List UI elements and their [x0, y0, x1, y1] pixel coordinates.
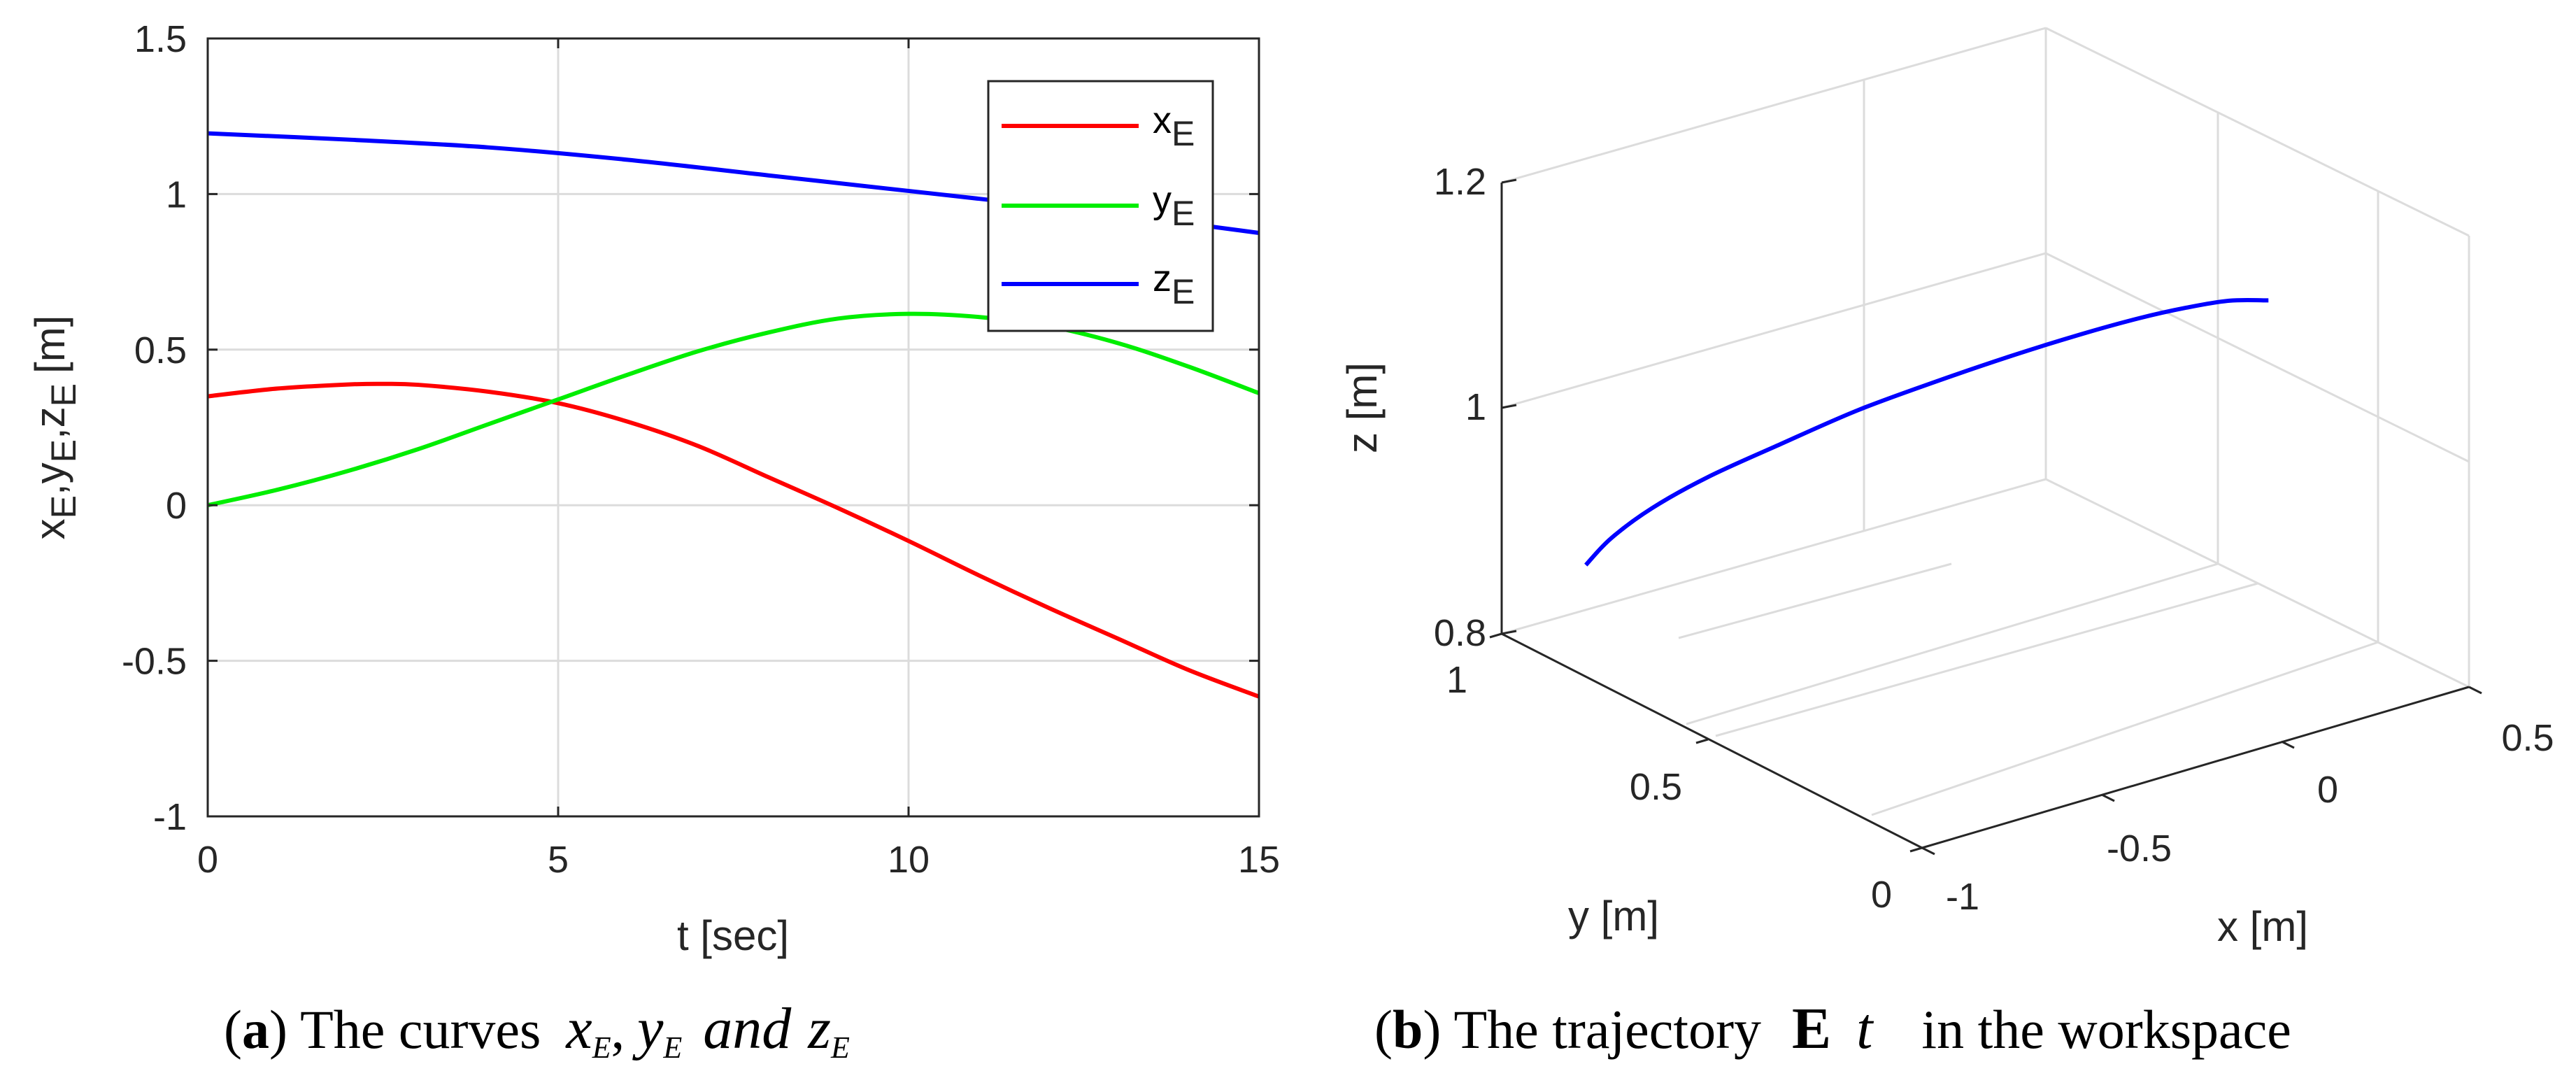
- series-line-xE: [207, 381, 1260, 699]
- ztick-1.2: 1.2: [1434, 161, 1486, 203]
- series-b: [1584, 297, 2269, 567]
- ytick-0: 0: [1871, 874, 1892, 916]
- grid-b: [1501, 27, 2470, 816]
- panel-b-3d-chart: 1.2 1 0.8 1 0.5 0 -1 -0.5 0 0.5 y [m] x …: [1339, 27, 2554, 950]
- ylabel-sep-2: ,: [27, 427, 73, 439]
- xtick--1: -1: [1946, 876, 1979, 918]
- ylabel-y: y: [27, 462, 73, 483]
- ylabel-x: x: [27, 518, 73, 539]
- xtick-0.5: 0.5: [2501, 717, 2554, 759]
- y-axis-label-a: xE,yE,zE[m]: [27, 315, 83, 540]
- panel-a-line-chart: 0 5 10 15-1-0.500.511.5 t [sec] xE,yE,zE[m]…: [27, 18, 1280, 959]
- ytick-1: 1: [1446, 659, 1467, 701]
- svg-text:xE,yE,zE[m]: xE,yE,zE[m]: [27, 315, 83, 540]
- caption-a: (a) The curves xE, yE and zE: [224, 996, 850, 1065]
- ytick-label: 1.5: [134, 18, 187, 60]
- legend-label-x: xE: [1153, 99, 1195, 153]
- y-axis-label-b: y [m]: [1568, 893, 1659, 939]
- xtick-label: 5: [548, 839, 569, 881]
- xtick-label: 15: [1238, 839, 1280, 881]
- xtick-0: 0: [2317, 769, 2338, 811]
- ytick-0.5: 0.5: [1630, 766, 1682, 808]
- ytick-label: 1: [166, 173, 187, 215]
- xtick--0.5: -0.5: [2107, 828, 2172, 870]
- legend-label-z: zE: [1153, 257, 1195, 311]
- trajectory-line: [1584, 297, 2269, 567]
- x-axis: [1921, 686, 2470, 849]
- x-axis-label-a: t [sec]: [677, 912, 789, 959]
- ytick-label: -0.5: [122, 641, 187, 683]
- ztick-1: 1: [1465, 386, 1486, 428]
- y-axis: [1501, 632, 1923, 849]
- ticks-b-marks: [1489, 178, 2482, 856]
- ytick-label: -1: [153, 796, 187, 838]
- ticks-a: 0 5 10 15 -1 -0.5 0 0.5 1 1.5: [122, 18, 1280, 881]
- xtick-label: 10: [888, 839, 930, 881]
- legend-label-y: yE: [1153, 179, 1195, 233]
- ylabel-sub-2: E: [44, 439, 83, 462]
- z-axis-label-b: z [m]: [1339, 362, 1386, 453]
- xtick-label: 0: [197, 839, 218, 881]
- ylabel-sub-1: E: [44, 495, 83, 518]
- ytick-label: 0.5: [134, 329, 187, 371]
- axes-box-a: [206, 37, 1260, 818]
- ylabel-sub-3: E: [44, 383, 83, 406]
- x-axis-label-b: x [m]: [2217, 903, 2308, 950]
- ylabel-unit: [m]: [27, 315, 73, 374]
- ylabel-sep-1: ,: [27, 483, 73, 495]
- ytick-label: 0: [166, 485, 187, 527]
- legend-a: xE yE zE: [987, 80, 1214, 332]
- ztick-0.8: 0.8: [1434, 612, 1486, 654]
- series-line-yE: [207, 311, 1260, 508]
- ylabel-z: z: [27, 406, 73, 427]
